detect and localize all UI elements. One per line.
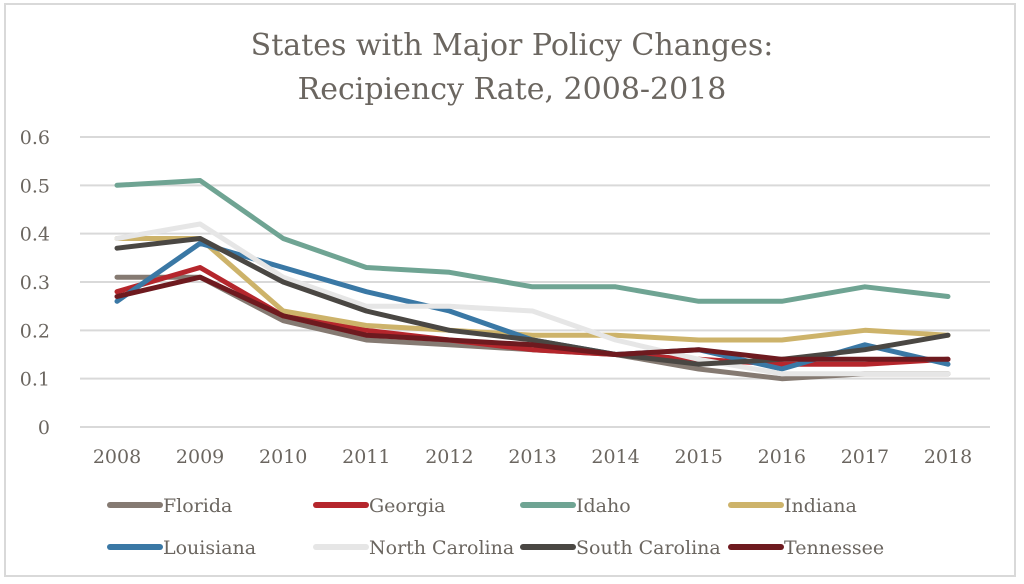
series-line-north-carolina xyxy=(114,221,951,377)
x-tick-label: 2016 xyxy=(758,446,806,468)
legend-item-florida: Florida xyxy=(107,495,232,517)
series-lines xyxy=(114,178,951,382)
legend-label: Louisiana xyxy=(163,537,256,559)
x-tick-label: 2012 xyxy=(425,446,473,468)
legend-item-indiana: Indiana xyxy=(728,495,857,517)
y-tick-label: 0.4 xyxy=(20,224,50,246)
y-tick-label: 0 xyxy=(38,417,50,439)
legend-label: Florida xyxy=(163,495,232,517)
series-line-tennessee xyxy=(114,274,951,362)
y-tick-label: 0.6 xyxy=(20,127,50,149)
chart-title-line-2: Recipiency Rate, 2008-2018 xyxy=(298,72,727,107)
x-tick-label: 2014 xyxy=(591,446,639,468)
x-tick-label: 2017 xyxy=(841,446,889,468)
series-line-georgia xyxy=(114,265,951,367)
x-tick-label: 2009 xyxy=(176,446,224,468)
legend-item-south-carolina: South Carolina xyxy=(520,537,721,559)
series-line-idaho xyxy=(114,178,951,304)
x-tick-label: 2011 xyxy=(342,446,390,468)
x-axis-ticks: 2008 2009 2010 2011 2012 2013 2014 2015 2016 2017… xyxy=(93,446,972,468)
legend-label: Georgia xyxy=(369,495,446,517)
legend-label: Idaho xyxy=(576,495,631,517)
legend-item-tennessee: Tennessee xyxy=(728,537,884,559)
legend-item-louisiana: Louisiana xyxy=(107,537,256,559)
legend-label: Indiana xyxy=(784,495,857,517)
y-tick-label: 0.2 xyxy=(20,320,50,342)
y-axis-ticks: 0 0.1 0.2 0.3 0.4 0.5 0.6 xyxy=(20,127,50,439)
legend-label: North Carolina xyxy=(369,537,514,559)
legend-label: Tennessee xyxy=(784,537,884,559)
series-line-south-carolina xyxy=(114,236,951,367)
legend-label: South Carolina xyxy=(576,537,721,559)
x-tick-label: 2008 xyxy=(93,446,141,468)
y-tick-label: 0.1 xyxy=(20,369,50,391)
legend-item-idaho: Idaho xyxy=(520,495,631,517)
x-tick-label: 2018 xyxy=(924,446,972,468)
chart-title-line-1: States with Major Policy Changes: xyxy=(251,28,774,63)
series-line-indiana xyxy=(114,236,951,343)
x-tick-label: 2015 xyxy=(675,446,723,468)
legend: Florida Georgia Idaho Indiana Louisiana North… xyxy=(107,495,884,559)
x-tick-label: 2013 xyxy=(508,446,556,468)
legend-item-north-carolina: North Carolina xyxy=(313,537,514,559)
legend-item-georgia: Georgia xyxy=(313,495,446,517)
x-tick-label: 2010 xyxy=(259,446,307,468)
y-tick-label: 0.3 xyxy=(20,272,50,294)
y-tick-label: 0.5 xyxy=(20,175,50,197)
gridlines xyxy=(80,136,990,428)
